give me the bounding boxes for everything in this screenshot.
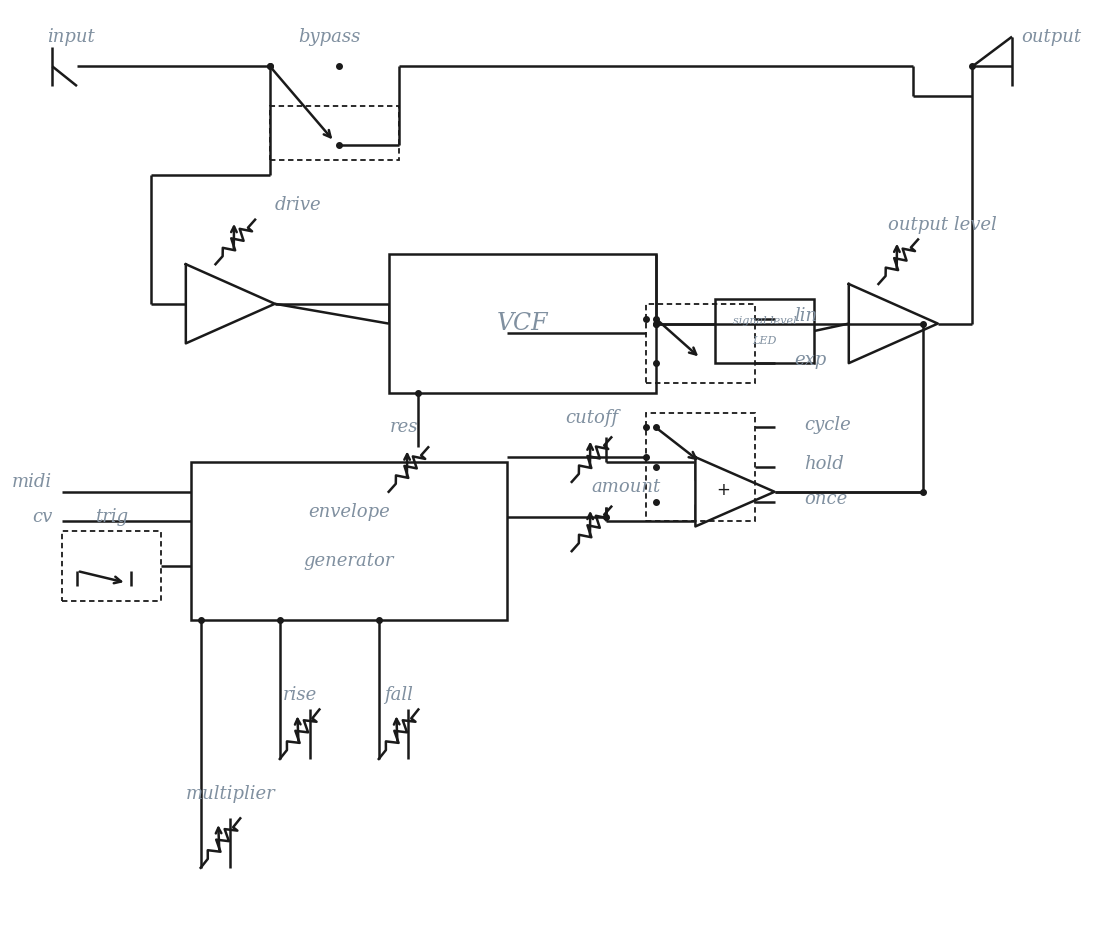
Text: exp: exp bbox=[794, 351, 826, 369]
Text: cycle: cycle bbox=[804, 415, 851, 433]
Bar bbox=[191, 463, 508, 620]
Polygon shape bbox=[695, 457, 774, 527]
Text: VCF: VCF bbox=[497, 312, 548, 335]
Bar bbox=[645, 304, 755, 383]
Text: drive: drive bbox=[275, 195, 322, 214]
Text: midi: midi bbox=[12, 473, 52, 491]
Text: output level: output level bbox=[888, 215, 997, 233]
Text: generator: generator bbox=[304, 552, 395, 570]
Polygon shape bbox=[186, 264, 275, 344]
Text: bypass: bypass bbox=[298, 27, 360, 45]
Text: hold: hold bbox=[804, 455, 844, 473]
Text: amount: amount bbox=[591, 478, 661, 496]
Bar bbox=[62, 531, 161, 600]
Text: trig: trig bbox=[95, 508, 129, 526]
Bar bbox=[388, 254, 655, 393]
Text: res: res bbox=[389, 418, 418, 436]
Bar bbox=[645, 413, 755, 521]
Bar bbox=[269, 106, 398, 160]
Text: rise: rise bbox=[283, 685, 317, 703]
Text: signal level: signal level bbox=[733, 316, 796, 326]
Text: LED: LED bbox=[753, 336, 777, 346]
Text: multiplier: multiplier bbox=[185, 784, 275, 802]
Text: fall: fall bbox=[384, 685, 413, 703]
Text: input: input bbox=[48, 27, 95, 45]
Text: output: output bbox=[1021, 27, 1081, 45]
Polygon shape bbox=[848, 284, 938, 363]
Text: cutoff: cutoff bbox=[564, 409, 618, 427]
Text: cv: cv bbox=[32, 508, 52, 526]
Text: once: once bbox=[804, 490, 847, 508]
Text: envelope: envelope bbox=[308, 502, 390, 520]
Text: +: + bbox=[716, 480, 730, 498]
Text: lin: lin bbox=[794, 307, 817, 325]
Bar bbox=[715, 299, 814, 363]
